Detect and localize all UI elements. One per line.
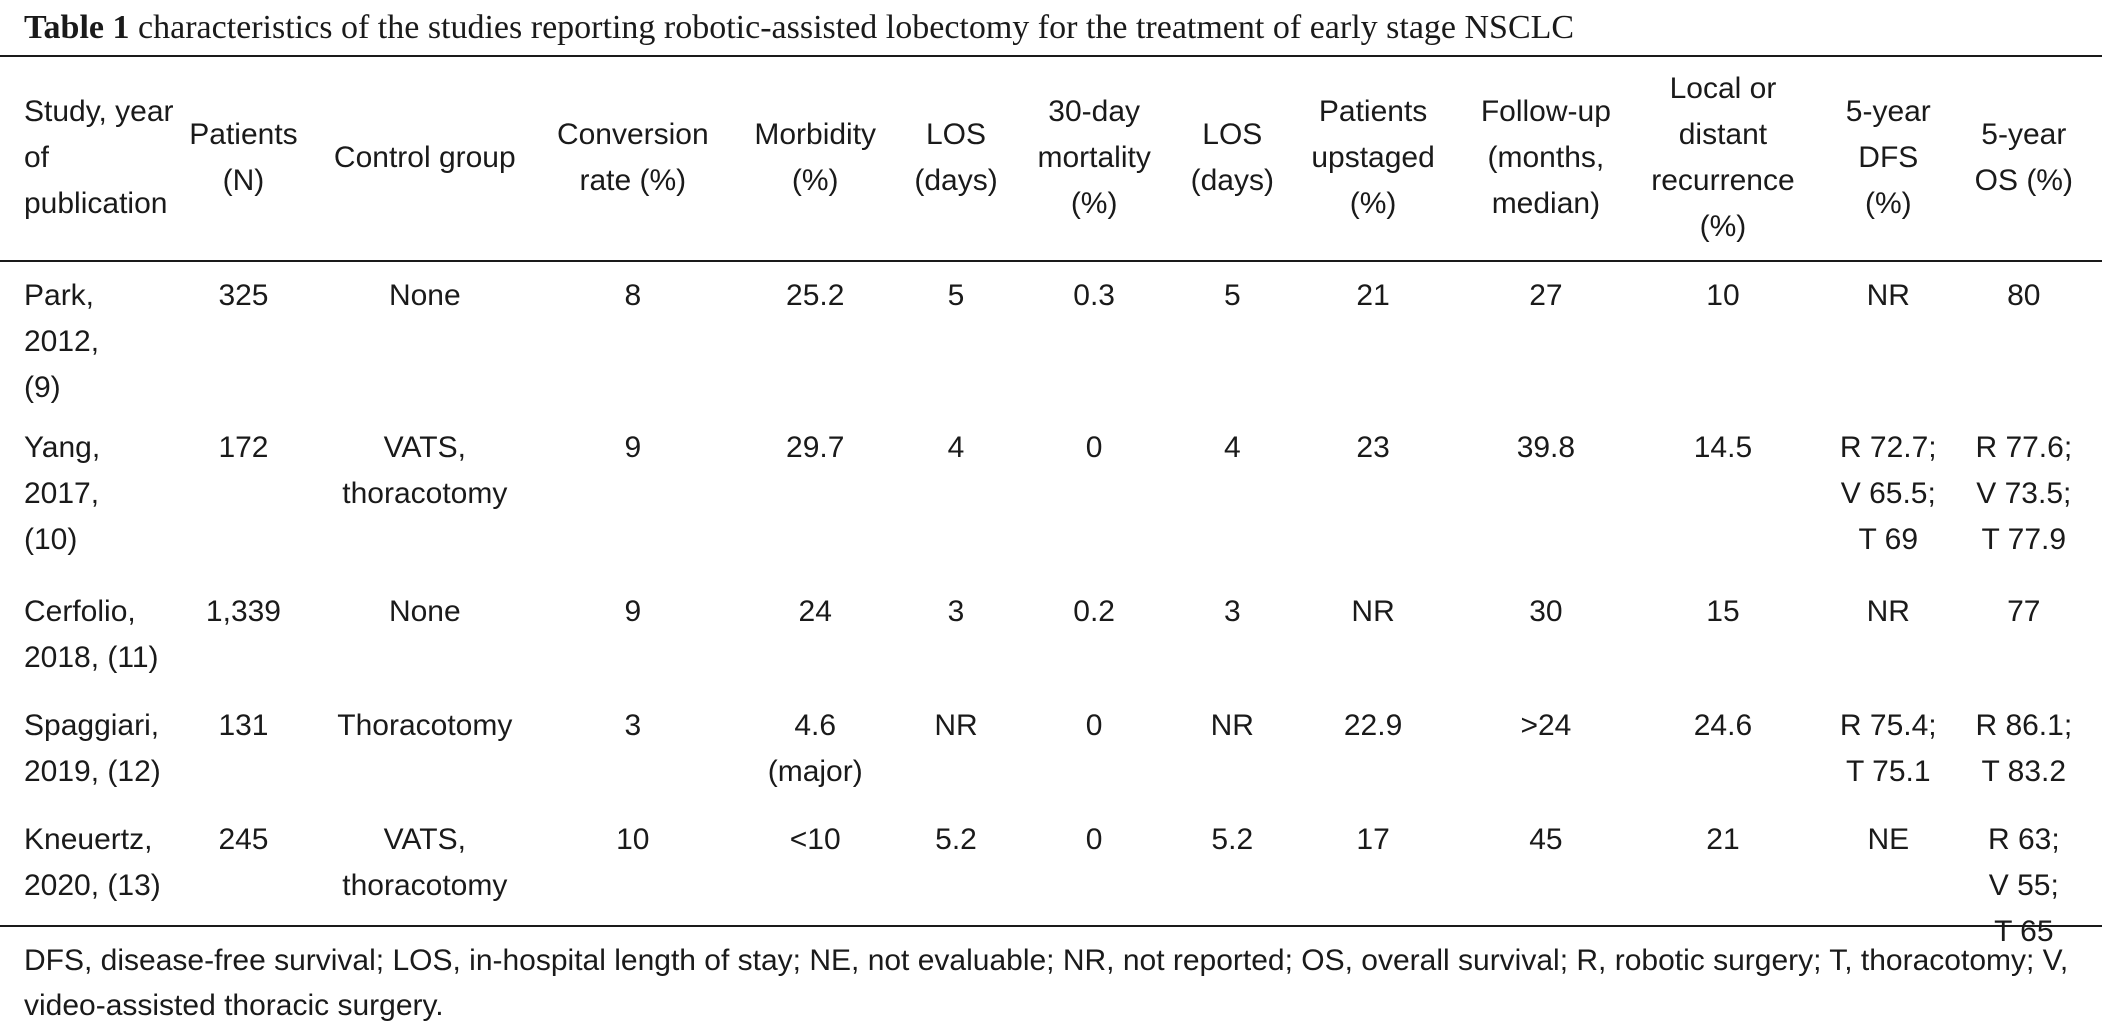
cell-recurrence: 14.5 — [1693, 431, 1753, 464]
header-study: Study, year of publication — [24, 95, 174, 220]
cell-5-year-os: R 86.1; T 83.2 — [1975, 709, 2073, 788]
header-los: LOS (days) — [914, 118, 998, 197]
cell-morbidity: 4.6 (major) — [767, 709, 863, 788]
cell-patients: 245 — [218, 823, 269, 856]
cell-recurrence: 24.6 — [1693, 709, 1753, 742]
header-patients: Patients (N) — [189, 118, 298, 197]
cell-study: Kneuertz, 2020, (13) — [24, 823, 161, 902]
cell-follow-up: 39.8 — [1516, 431, 1576, 464]
cell-30-day-mortality: 0 — [1085, 709, 1103, 742]
cell-patients: 172 — [218, 431, 269, 464]
cell-patients-upstaged: 22.9 — [1343, 709, 1403, 742]
header-conversion-rate: Conversion rate (%) — [556, 118, 709, 197]
table-bottom-rule — [0, 925, 2102, 927]
table-row: Cerfolio, 2018, (11) 1,339 None 9 24 3 0… — [12, 573, 2090, 687]
cell-los-2: NR — [1210, 709, 1254, 742]
cell-follow-up: 27 — [1529, 279, 1563, 312]
cell-morbidity: 29.7 — [786, 431, 845, 464]
cell-follow-up: >24 — [1520, 709, 1572, 742]
cell-5-year-dfs: R 72.7; V 65.5; T 69 — [1839, 431, 1937, 556]
table-caption: Table 1 characteristics of the studies r… — [24, 4, 1574, 52]
cell-los-2: 3 — [1223, 595, 1241, 628]
header-morbidity: Morbidity (%) — [754, 118, 877, 197]
cell-5-year-os: R 77.6; V 73.5; T 77.9 — [1975, 431, 2073, 556]
table-row: Kneuertz, 2020, (13) 245 VATS, thoracoto… — [12, 801, 2090, 955]
cell-conversion-rate: 10 — [616, 823, 650, 856]
cell-conversion-rate: 8 — [624, 279, 642, 312]
cell-5-year-os: R 63; V 55; T 65 — [1987, 823, 2060, 948]
cell-30-day-mortality: 0 — [1085, 431, 1103, 464]
header-los-2: LOS (days) — [1190, 118, 1274, 197]
cell-patients: 1,339 — [205, 595, 281, 628]
cell-morbidity: 25.2 — [786, 279, 845, 312]
cell-follow-up: 45 — [1529, 823, 1563, 856]
cell-recurrence: 15 — [1706, 595, 1740, 628]
cell-control-group: None — [388, 595, 461, 628]
cell-control-group: None — [388, 279, 461, 312]
cell-30-day-mortality: 0.3 — [1073, 279, 1115, 312]
cell-30-day-mortality: 0 — [1085, 823, 1103, 856]
cell-30-day-mortality: 0.2 — [1073, 595, 1115, 628]
cell-study: Spaggiari, 2019, (12) — [24, 709, 161, 788]
cell-los-2: 4 — [1223, 431, 1241, 464]
cell-recurrence: 10 — [1706, 279, 1740, 312]
cell-conversion-rate: 3 — [624, 709, 642, 742]
header-5-year-dfs: 5-year DFS (%) — [1845, 95, 1931, 220]
cell-conversion-rate: 9 — [624, 431, 642, 464]
cell-morbidity: <10 — [789, 823, 841, 856]
table-row: Yang, 2017, (10) 172 VATS, thoracotomy 9… — [12, 411, 2090, 573]
cell-patients-upstaged: 23 — [1356, 431, 1390, 464]
header-follow-up: Follow-up (months, median) — [1480, 95, 1611, 220]
cell-los-2: 5.2 — [1211, 823, 1254, 856]
cell-los-2: 5 — [1223, 279, 1241, 312]
cell-control-group: Thoracotomy — [337, 709, 513, 742]
cell-morbidity: 24 — [798, 595, 832, 628]
cell-patients: 131 — [218, 709, 269, 742]
table-header-rule — [0, 260, 2102, 262]
cell-study: Park, 2012, (9) — [24, 279, 100, 404]
table-caption-text: characteristics of the studies reporting… — [129, 9, 1575, 46]
cell-5-year-dfs: NR — [1866, 595, 1910, 628]
table-footnote: DFS, disease-free survival; LOS, in-hosp… — [24, 944, 2069, 1022]
cell-patients-upstaged: 21 — [1356, 279, 1390, 312]
cell-5-year-dfs: NR — [1866, 279, 1910, 312]
table-header-row: Study, year of publication Patients (N) … — [12, 57, 2090, 259]
cell-study: Cerfolio, 2018, (11) — [24, 595, 159, 674]
cell-control-group: VATS, thoracotomy — [342, 823, 508, 902]
cell-study: Yang, 2017, (10) — [24, 431, 101, 556]
cell-recurrence: 21 — [1706, 823, 1740, 856]
cell-patients-upstaged: NR — [1351, 595, 1395, 628]
table-row: Park, 2012, (9) 325 None 8 25.2 5 0.3 5 … — [12, 259, 2090, 411]
cell-los: 5 — [947, 279, 965, 312]
cell-5-year-os: 77 — [2007, 595, 2041, 628]
header-30-day-mortality: 30-day mortality (%) — [1037, 95, 1151, 220]
cell-patients: 325 — [218, 279, 269, 312]
cell-los: 4 — [947, 431, 965, 464]
cell-follow-up: 30 — [1529, 595, 1563, 628]
header-patients-upstaged: Patients upstaged (%) — [1311, 95, 1435, 220]
cell-los: 3 — [947, 595, 965, 628]
header-recurrence: Local or distant recurrence (%) — [1651, 72, 1795, 243]
cell-5-year-dfs: R 75.4; T 75.1 — [1839, 709, 1937, 788]
cell-5-year-dfs: NE — [1867, 823, 1910, 856]
cell-conversion-rate: 9 — [624, 595, 642, 628]
table-caption-label: Table 1 — [24, 9, 130, 46]
cell-control-group: VATS, thoracotomy — [342, 431, 508, 510]
header-control-group: Control group — [333, 141, 516, 174]
header-5-year-os: 5-year OS (%) — [1974, 118, 2073, 197]
cell-los: NR — [934, 709, 978, 742]
cell-5-year-os: 80 — [2007, 279, 2041, 312]
cell-patients-upstaged: 17 — [1356, 823, 1390, 856]
data-table: Study, year of publication Patients (N) … — [12, 57, 2090, 955]
cell-los: 5.2 — [935, 823, 977, 856]
table-row: Spaggiari, 2019, (12) 131 Thoracotomy 3 … — [12, 687, 2090, 801]
table-top-rule — [0, 55, 2102, 57]
